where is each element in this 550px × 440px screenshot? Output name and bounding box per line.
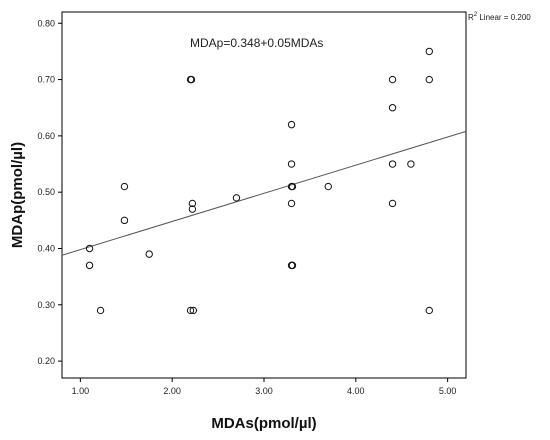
data-point (288, 261, 297, 270)
x-tick-label: 1.00 (72, 386, 90, 396)
data-point (324, 182, 332, 191)
data-point (85, 244, 94, 253)
y-axis-ticks: 0.20 0.30 0.40 0.50 0.60 0.70 0.80 (37, 18, 62, 366)
y-tick-label: 0.50 (37, 187, 55, 197)
data-point (188, 205, 197, 213)
regression-equation: MDAp=0.348+0.05MDAs (190, 36, 323, 50)
r2-suffix: Linear = 0.200 (477, 13, 531, 22)
x-axis-ticks: 1.00 2.00 3.00 4.00 5.00 (72, 378, 457, 396)
data-point (145, 250, 153, 258)
y-tick-label: 0.30 (37, 300, 55, 310)
r-squared-annotation: R2 Linear = 0.200 (468, 12, 531, 22)
r2-superscript: 2 (474, 12, 478, 18)
y-axis-title: MDAp(pmol/µl) (9, 142, 26, 248)
data-point (407, 160, 415, 168)
data-point (288, 182, 297, 191)
data-point (287, 199, 296, 208)
y-tick-label: 0.80 (37, 18, 55, 28)
data-points (85, 47, 433, 315)
regression-line (61, 130, 467, 256)
data-point (85, 261, 94, 270)
data-point (96, 306, 105, 315)
y-tick-label: 0.60 (37, 131, 55, 141)
data-point (425, 306, 433, 315)
data-point (425, 75, 433, 84)
data-point (232, 194, 241, 202)
plot-area-frame (61, 11, 467, 379)
x-axis-title: MDAs(pmol/µl) (211, 415, 316, 432)
y-tick-label: 0.70 (37, 75, 55, 85)
data-point (188, 199, 197, 208)
data-point (120, 216, 129, 225)
data-point (425, 47, 433, 56)
r2-prefix: R (468, 13, 474, 22)
x-tick-label: 3.00 (255, 386, 273, 396)
data-point (388, 199, 397, 208)
data-point (287, 160, 296, 168)
x-tick-label: 2.00 (163, 386, 181, 396)
data-point (388, 160, 397, 168)
y-tick-label: 0.40 (37, 243, 55, 253)
data-point (120, 182, 129, 191)
data-point (187, 75, 196, 84)
y-tick-label: 0.20 (37, 356, 55, 366)
data-point (388, 104, 397, 112)
x-tick-label: 5.00 (439, 386, 457, 396)
data-point (388, 75, 397, 84)
data-point (186, 306, 195, 315)
data-point (189, 306, 198, 315)
x-tick-label: 4.00 (347, 386, 365, 396)
data-point (287, 120, 296, 129)
